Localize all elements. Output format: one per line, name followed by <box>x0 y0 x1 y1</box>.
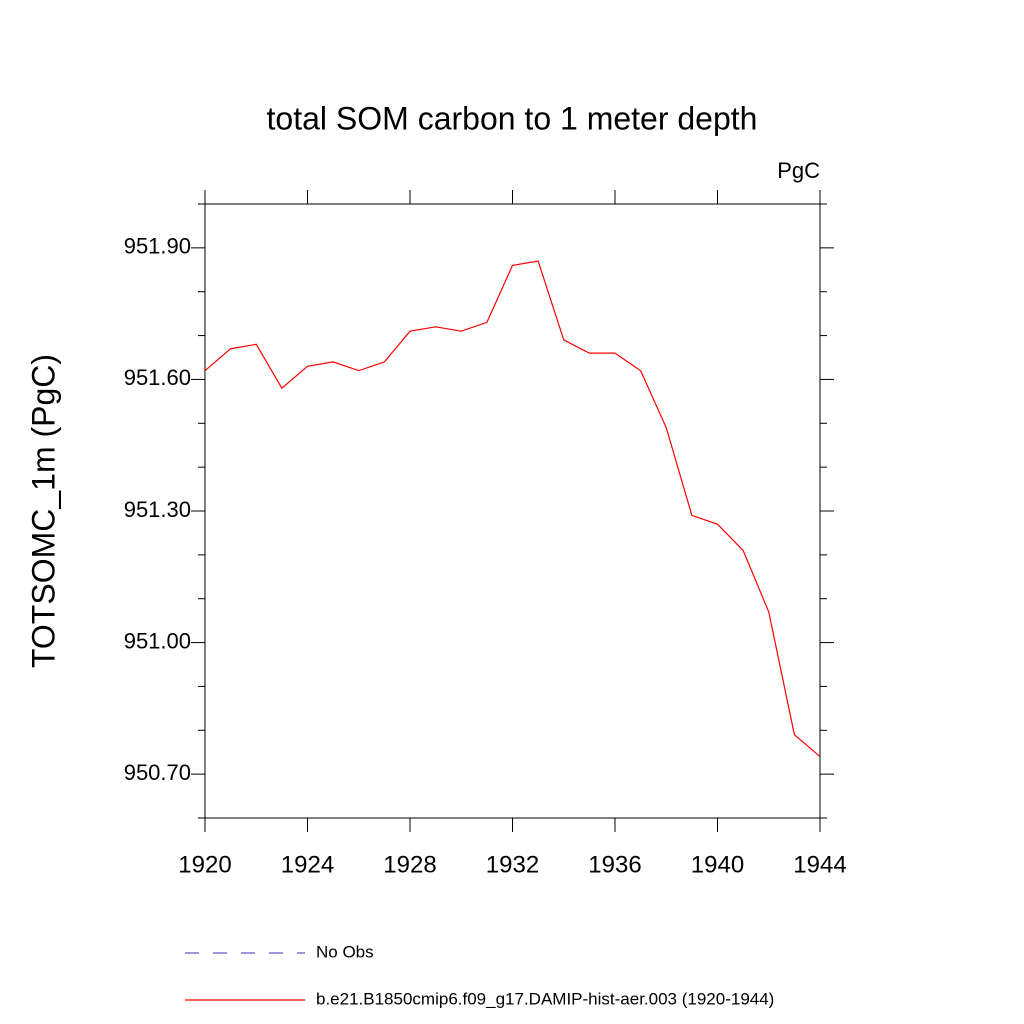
data-line <box>204 260 821 758</box>
x-tick-label: 1920 <box>178 851 231 878</box>
y-axis-label: TOTSOMC_1m (PgC) <box>25 354 61 668</box>
units-label: PgC <box>777 158 820 183</box>
y-tick-label: 951.00 <box>124 628 191 653</box>
y-tick-label: 951.90 <box>124 234 191 259</box>
x-tick-label: 1944 <box>793 851 846 878</box>
y-tick-label: 951.60 <box>124 365 191 390</box>
x-tick-label: 1928 <box>383 851 436 878</box>
x-tick-label: 1936 <box>588 851 641 878</box>
y-tick-label: 950.70 <box>124 760 191 785</box>
legend-label: b.e21.B1850cmip6.f09_g17.DAMIP-hist-aer.… <box>316 989 774 1008</box>
y-tick-label: 951.30 <box>124 497 191 522</box>
x-tick-label: 1940 <box>691 851 744 878</box>
x-tick-label: 1932 <box>486 851 539 878</box>
plot-frame <box>204 203 821 819</box>
chart-title: total SOM carbon to 1 meter depth <box>267 100 758 136</box>
legend-label: No Obs <box>316 942 374 961</box>
x-tick-label: 1924 <box>281 851 334 878</box>
